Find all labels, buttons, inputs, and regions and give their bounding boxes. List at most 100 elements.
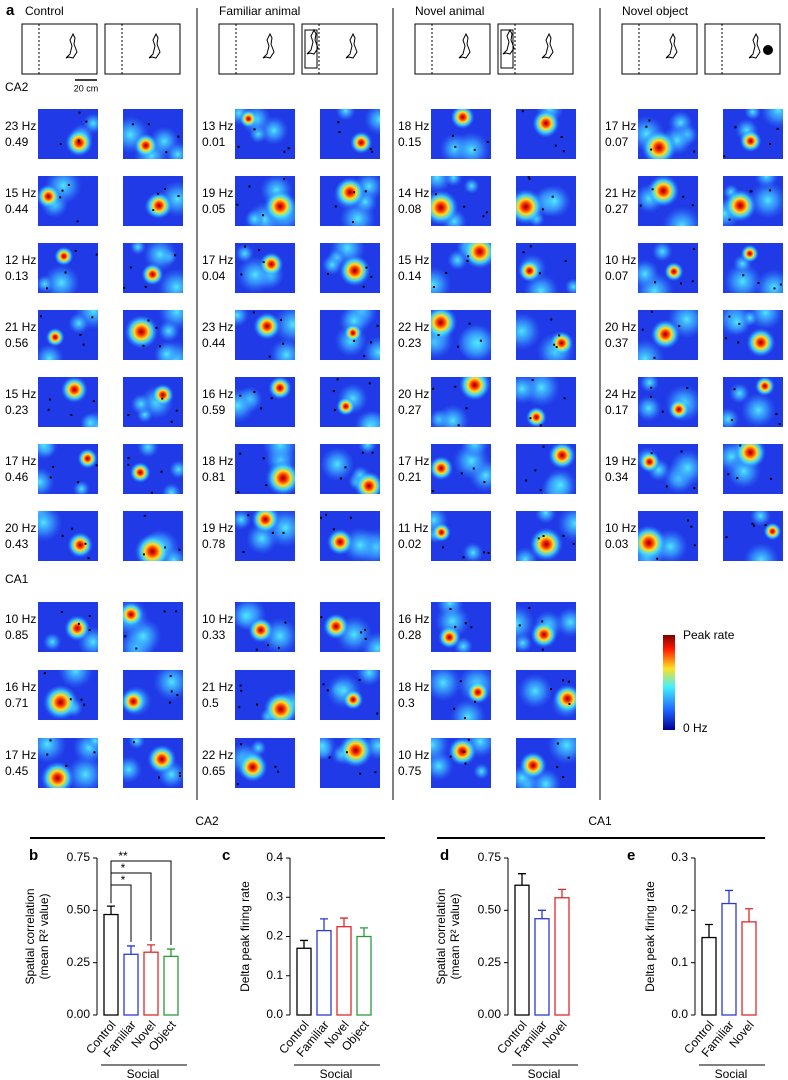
map-gap [64, 271, 67, 274]
map-gap [320, 516, 323, 519]
panel-label: c [222, 847, 230, 864]
rate-map [516, 511, 576, 561]
rate-map [320, 444, 380, 494]
map-gap [177, 135, 180, 138]
map-gap [650, 310, 653, 313]
map-field [43, 632, 62, 652]
map-field [235, 310, 249, 327]
correlation: 0.27 [398, 403, 422, 417]
correlation: 0.43 [5, 537, 29, 551]
error-bar [320, 918, 328, 931]
map-gap [470, 626, 473, 629]
map-peak [45, 327, 65, 347]
map-gap [177, 195, 180, 198]
arena [104, 23, 181, 75]
sig-label: ** [118, 849, 128, 863]
map-field [165, 141, 183, 159]
map-peak [123, 688, 146, 715]
rate-map [235, 176, 295, 226]
map-gap [454, 145, 457, 148]
map-peak [529, 527, 564, 561]
map-field [363, 109, 380, 135]
panel-label: d [440, 847, 449, 864]
map-gap [268, 355, 271, 358]
map-field [169, 459, 183, 479]
map-gap [555, 346, 558, 349]
correlation: 0.65 [202, 764, 226, 778]
map-field [123, 755, 143, 784]
map-gap [152, 209, 155, 212]
map-gap [665, 485, 668, 488]
map-gap [83, 703, 86, 706]
map-field [38, 511, 63, 542]
map-gap [52, 465, 55, 468]
correlation: 0.75 [398, 764, 422, 778]
map-gap [95, 464, 98, 467]
map-gap [562, 679, 565, 682]
map-peak [664, 261, 684, 282]
map-gap [88, 614, 91, 617]
section-label: CA1 [588, 814, 612, 828]
map-peak [77, 448, 98, 469]
correlation: 0.37 [605, 336, 629, 350]
rate-map [123, 377, 183, 427]
map-gap [730, 419, 733, 422]
map-peak [40, 761, 75, 788]
correlation: 0.5 [202, 696, 219, 710]
map-field [431, 176, 452, 193]
y-tick-label: 0.0 [671, 1007, 688, 1021]
map-field [651, 243, 673, 262]
map-gap [170, 690, 173, 693]
map-field [473, 763, 490, 780]
map-gap [238, 706, 241, 709]
y-tick-label: 0.25 [478, 955, 502, 969]
rate-map [320, 109, 380, 159]
map-gap [80, 698, 83, 701]
map-gap [76, 220, 79, 223]
map-field [557, 511, 576, 542]
rate-map [38, 444, 98, 494]
map-gap [449, 755, 452, 758]
map-gap [454, 625, 457, 628]
map-gap [67, 183, 70, 186]
map-gap [750, 190, 753, 193]
rate-map [235, 377, 295, 427]
map-gap [88, 629, 91, 632]
peak-rate: 21 Hz [605, 186, 636, 200]
map-gap [651, 188, 654, 191]
rate-map [516, 670, 576, 720]
map-gap [282, 342, 285, 345]
y-tick-label: 0.2 [671, 903, 688, 917]
peak-rate: 19 Hz [202, 521, 233, 535]
sig-label: * [121, 861, 126, 875]
map-gap [164, 188, 167, 191]
rate-map [123, 109, 183, 159]
map-field [462, 542, 484, 561]
map-gap [365, 266, 368, 269]
panel-label: a [6, 2, 15, 19]
rate-map [38, 176, 98, 226]
correlation: 0.23 [398, 336, 422, 350]
mouse-icon [502, 28, 515, 55]
map-field [86, 738, 98, 750]
map-field [129, 243, 146, 255]
map-field [354, 410, 380, 427]
y-tick-label: 0.1 [266, 968, 283, 982]
map-field [137, 444, 159, 458]
rate-map [123, 670, 183, 720]
map-gap [46, 753, 49, 756]
map-gap [322, 683, 325, 686]
map-field [564, 278, 576, 293]
map-gap [650, 386, 653, 389]
map-gap [174, 254, 177, 257]
map-gap [256, 703, 259, 706]
rate-map [235, 738, 295, 788]
map-gap [539, 424, 542, 427]
map-gap [686, 519, 689, 522]
arena [301, 23, 378, 75]
map-field [436, 404, 470, 427]
rate-map [123, 602, 183, 652]
map-peak [638, 525, 667, 561]
map-gap [84, 542, 87, 545]
rate-map [123, 511, 183, 561]
